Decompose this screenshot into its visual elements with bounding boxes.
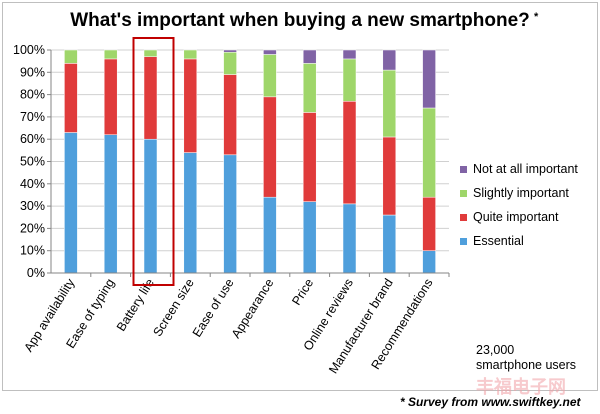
y-tick-label: 0%	[27, 266, 45, 280]
bar-segment-slightly-important	[302, 63, 317, 113]
y-tick-label: 10%	[20, 244, 45, 258]
legend-label: Slightly important	[473, 186, 569, 200]
bar-segment-essential	[143, 138, 158, 274]
watermark-text: 丰福电子网	[476, 376, 566, 397]
y-tick-label: 90%	[20, 65, 45, 79]
chart-title-mark: *	[534, 11, 539, 23]
bar-segment-slightly-important	[103, 49, 118, 60]
bar-segment-quite-important	[302, 112, 317, 202]
legend-label: Quite important	[473, 210, 559, 224]
bar-segment-slightly-important	[64, 49, 78, 64]
bar-segment-essential	[223, 154, 237, 274]
bar-segment-essential	[342, 203, 357, 274]
x-category-label: Appearance	[229, 276, 277, 341]
bar-segment-not-at-all-important	[382, 49, 397, 71]
legend-swatch	[460, 190, 467, 197]
bar-segment-quite-important	[342, 101, 357, 205]
x-category-label: Ease of use	[190, 276, 237, 339]
legend-label: Essential	[473, 234, 524, 248]
y-tick-label: 50%	[20, 155, 45, 169]
bar-segment-essential	[382, 214, 397, 274]
legend-label: Not at all important	[473, 162, 578, 176]
bar-segment-slightly-important	[183, 49, 198, 60]
bar-segment-not-at-all-important	[263, 49, 277, 55]
bar-segment-not-at-all-important	[342, 49, 357, 60]
bar-segment-slightly-important	[342, 58, 357, 102]
y-tick-label: 80%	[20, 88, 45, 102]
legend-swatch	[460, 214, 467, 221]
bar-segment-slightly-important	[422, 107, 436, 198]
y-tick-label: 100%	[13, 43, 45, 57]
bar-segment-not-at-all-important	[422, 49, 436, 109]
bar-segment-slightly-important	[143, 49, 158, 57]
bar-segment-quite-important	[183, 58, 198, 153]
x-category-label: Price	[289, 276, 316, 308]
bar-segment-slightly-important	[223, 51, 237, 75]
bar-segment-essential	[103, 134, 118, 274]
legend-swatch	[460, 166, 467, 173]
bar-segment-essential	[422, 250, 436, 274]
y-axis-ticks: 0% 10% 20% 30% 40% 50% 60% 70% 80% 90% 100%	[13, 43, 51, 280]
chart-title: What's important when buying a new smart…	[70, 10, 530, 31]
bar-segment-quite-important	[422, 196, 436, 251]
legend-swatch	[460, 238, 467, 245]
bar-segment-slightly-important	[382, 69, 397, 138]
y-tick-label: 60%	[20, 132, 45, 146]
legend: Not at all important Slightly important Qu…	[460, 162, 578, 248]
y-tick-label: 30%	[20, 199, 45, 213]
battery-life-highlight-box	[132, 37, 175, 286]
chart-frame	[2, 2, 598, 391]
bar-segment-quite-important	[263, 96, 277, 198]
bar-segment-not-at-all-important	[223, 49, 237, 53]
bar-segment-quite-important	[382, 136, 397, 216]
bar-segment-slightly-important	[263, 54, 277, 98]
bar-stacks	[64, 49, 436, 274]
bar-segment-essential	[183, 152, 198, 274]
y-tick-label: 20%	[20, 221, 45, 235]
bar-segment-essential	[263, 196, 277, 274]
bar-segment-not-at-all-important	[302, 49, 317, 64]
source-note: * Survey from www.swiftkey.net	[400, 395, 582, 409]
bar-segment-essential	[64, 132, 78, 274]
bar-segment-essential	[302, 201, 317, 274]
y-tick-label: 40%	[20, 177, 45, 191]
bar-segment-quite-important	[143, 56, 158, 140]
y-tick-label: 70%	[20, 110, 45, 124]
bar-segment-quite-important	[64, 63, 78, 133]
annotation-text: 23,000 smartphone users	[476, 343, 576, 372]
bar-segment-quite-important	[223, 74, 237, 156]
bar-segment-quite-important	[103, 58, 118, 135]
